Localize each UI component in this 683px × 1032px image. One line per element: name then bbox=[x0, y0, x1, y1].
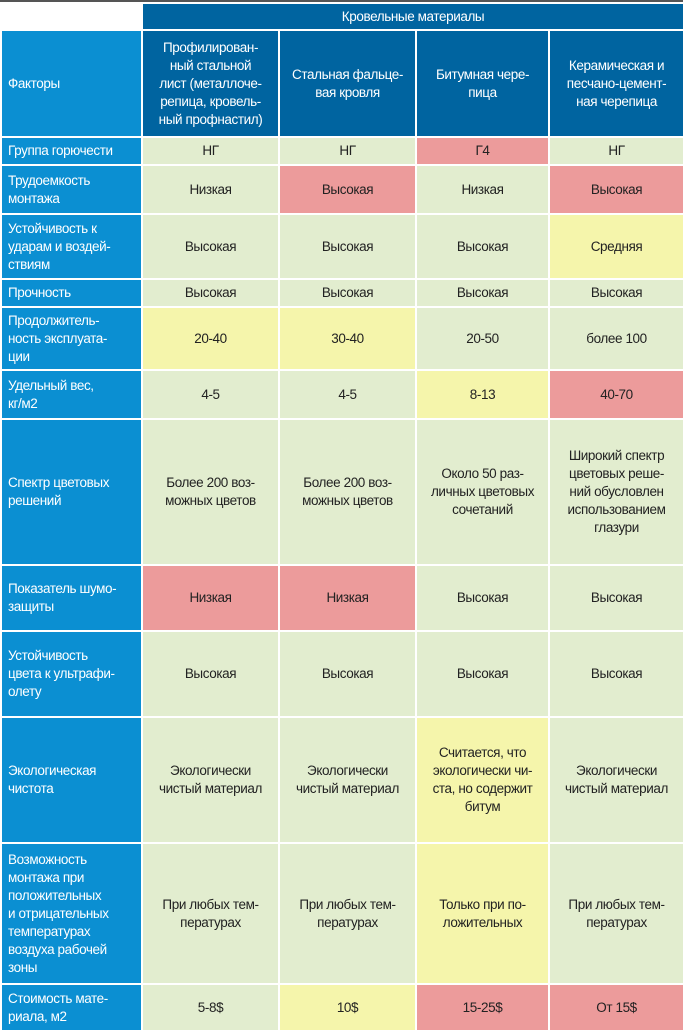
factor-cell: Стоимость мате- риала, м2 bbox=[0, 983, 143, 1032]
factor-cell: Прочность bbox=[0, 278, 143, 308]
value-cell: Низкая bbox=[141, 164, 280, 215]
value-cell: От 15$ bbox=[547, 983, 683, 1032]
value-cell: Экологически чистый материал bbox=[278, 716, 417, 844]
factor-cell: Экологическая чистота bbox=[0, 716, 143, 844]
factor-cell: Группа горючести bbox=[0, 136, 143, 166]
value-cell: Высокая bbox=[547, 564, 683, 632]
value-cell: Высокая bbox=[141, 213, 280, 280]
value-cell: При любых тем- пературах bbox=[547, 842, 683, 985]
table-row: Стоимость мате- риала, м2 5-8$ 10$ 15-25$ От… bbox=[0, 983, 683, 1032]
table-row: Показатель шумо- защиты Низкая Низкая Высок… bbox=[0, 564, 683, 632]
factor-cell: Трудоемкость монтажа bbox=[0, 164, 143, 215]
corner-cell bbox=[1, 3, 143, 31]
value-cell: Около 50 раз- личных цветовых сочетаний bbox=[415, 418, 550, 566]
value-cell: Экологически чистый материал bbox=[141, 716, 280, 844]
value-cell: 20-50 bbox=[415, 306, 550, 371]
value-cell: Высокая bbox=[415, 630, 550, 718]
table-row: Возможность монтажа при положительных и … bbox=[0, 842, 683, 985]
value-cell: Более 200 воз- можных цветов bbox=[278, 418, 417, 566]
value-cell: Высокая bbox=[415, 213, 550, 280]
value-cell: Высокая bbox=[141, 630, 280, 718]
value-cell: 30-40 bbox=[278, 306, 417, 371]
factors-header: Факторы bbox=[0, 29, 143, 138]
value-cell: Высокая bbox=[547, 278, 683, 308]
value-cell: Высокая bbox=[415, 564, 550, 632]
value-cell: Более 200 воз- можных цветов bbox=[141, 418, 280, 566]
value-cell: Только при по- ложительных bbox=[415, 842, 550, 985]
value-cell: 40-70 bbox=[547, 369, 683, 420]
factor-cell: Удельный вес, кг/м2 bbox=[0, 369, 143, 420]
value-cell: 4-5 bbox=[141, 369, 280, 420]
value-cell: НГ bbox=[141, 136, 280, 166]
material-header: Битумная чере- пица bbox=[415, 29, 550, 138]
value-cell: Высокая bbox=[547, 630, 683, 718]
factor-cell: Возможность монтажа при положительных и … bbox=[0, 842, 143, 985]
table-row: Группа горючести НГ НГ Г4 НГ bbox=[0, 136, 683, 166]
table-row: Трудоемкость монтажа Низкая Высокая Низкая В… bbox=[0, 164, 683, 215]
value-cell: Широкий спектр цветовых реше- ний обусло… bbox=[547, 418, 683, 566]
factor-cell: Продолжитель- ность эксплуата- ции bbox=[0, 306, 143, 371]
value-cell: Экологически чистый материал bbox=[547, 716, 683, 844]
factor-cell: Спектр цветовых решений bbox=[0, 418, 143, 566]
factor-cell: Показатель шумо- защиты bbox=[0, 564, 143, 632]
table-row: Экологическая чистота Экологически чистый… bbox=[0, 716, 683, 844]
top-rule bbox=[0, 0, 683, 2]
table-row: Удельный вес, кг/м2 4-5 4-5 8-13 40-70 bbox=[0, 369, 683, 420]
value-cell: Высокая bbox=[278, 630, 417, 718]
value-cell: При любых тем- пературах bbox=[278, 842, 417, 985]
value-cell: 15-25$ bbox=[415, 983, 550, 1032]
table-row: Устойчивость цвета к ультрафи- олету Высо… bbox=[0, 630, 683, 718]
table-row: Устойчивость к ударам и воздей- ствиям Вы… bbox=[0, 213, 683, 280]
value-cell: Высокая bbox=[278, 213, 417, 280]
factor-cell: Устойчивость цвета к ультрафи- олету bbox=[0, 630, 143, 718]
value-cell: Высокая bbox=[278, 278, 417, 308]
value-cell: 10$ bbox=[278, 983, 417, 1032]
material-header: Стальная фальце- вая кровля bbox=[278, 29, 417, 138]
value-cell: Г4 bbox=[415, 136, 550, 166]
value-cell: Средняя bbox=[547, 213, 683, 280]
table-row: Прочность Высокая Высокая Высокая Высокая bbox=[0, 278, 683, 308]
value-cell: 8-13 bbox=[415, 369, 550, 420]
value-cell: НГ bbox=[547, 136, 683, 166]
value-cell: При любых тем- пературах bbox=[141, 842, 280, 985]
value-cell: более 100 bbox=[547, 306, 683, 371]
group-header: Кровельные материалы bbox=[140, 2, 683, 31]
value-cell: Высокая bbox=[415, 278, 550, 308]
value-cell: 20-40 bbox=[141, 306, 280, 371]
value-cell: Считается, что экологически чи- ста, но … bbox=[415, 716, 550, 844]
factor-cell: Устойчивость к ударам и воздей- ствиям bbox=[0, 213, 143, 280]
value-cell: Высокая bbox=[141, 278, 280, 308]
table-row: Спектр цветовых решений Более 200 воз- мо… bbox=[0, 418, 683, 566]
value-cell: 4-5 bbox=[278, 369, 417, 420]
value-cell: Низкая bbox=[278, 564, 417, 632]
value-cell: Высокая bbox=[547, 164, 683, 215]
material-header: Профилирован- ный стальной лист (металло… bbox=[141, 29, 280, 138]
value-cell: НГ bbox=[278, 136, 417, 166]
value-cell: Низкая bbox=[415, 164, 550, 215]
table-row: Продолжитель- ность эксплуата- ции 20-40 3… bbox=[0, 306, 683, 371]
value-cell: 5-8$ bbox=[141, 983, 280, 1032]
value-cell: Низкая bbox=[141, 564, 280, 632]
value-cell: Высокая bbox=[278, 164, 417, 215]
material-header: Керамическая и песчано-цемент- ная череп… bbox=[547, 29, 683, 138]
